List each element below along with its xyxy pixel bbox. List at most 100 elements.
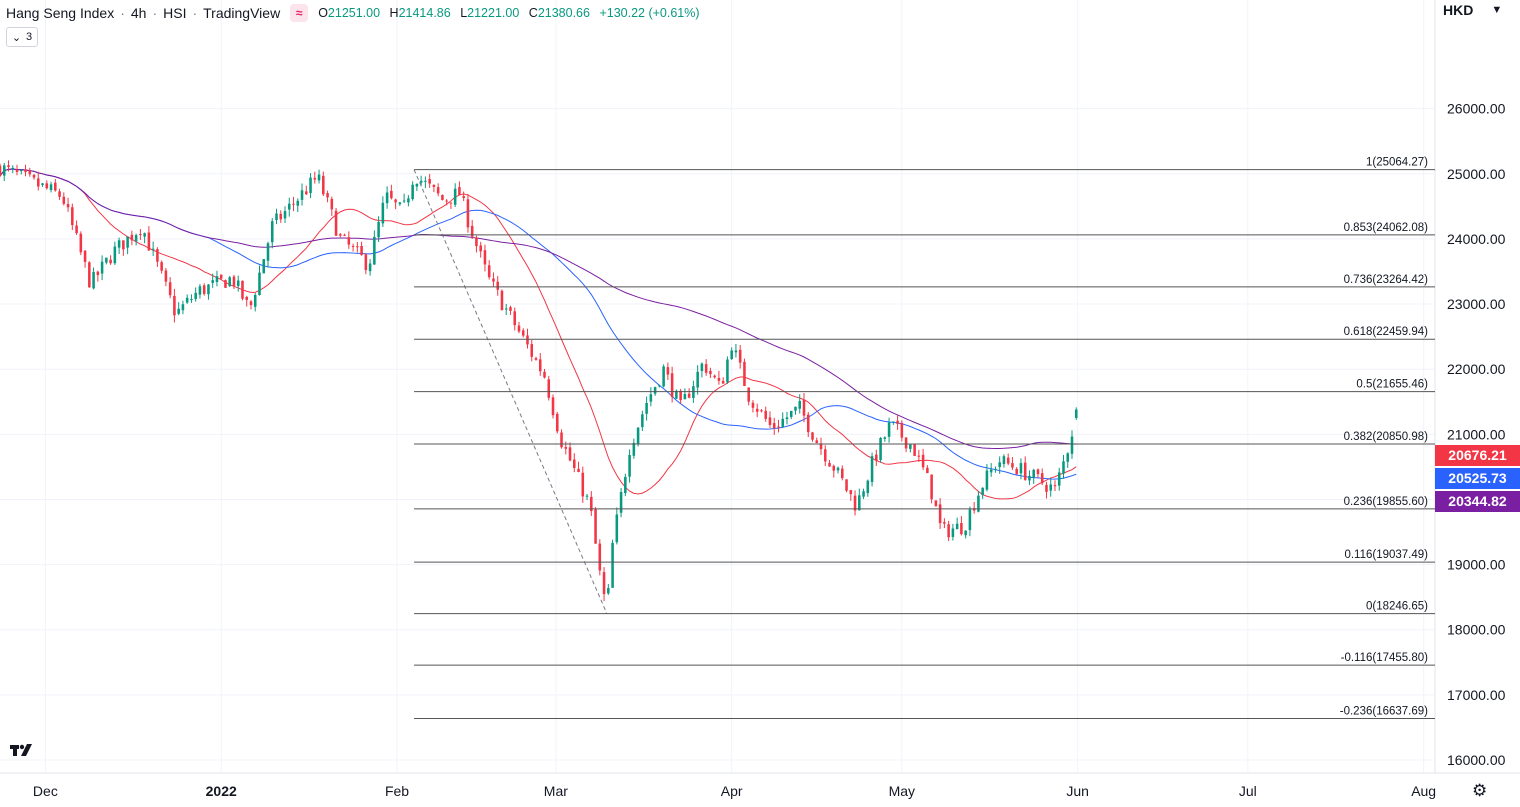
candle	[245, 295, 249, 307]
candle	[1070, 430, 1074, 459]
candle	[870, 452, 874, 487]
source-label: TradingView	[203, 5, 281, 21]
gear-icon[interactable]: ⚙	[1472, 781, 1488, 800]
candle-body	[207, 284, 210, 295]
candle-body	[160, 262, 163, 271]
candle	[32, 173, 36, 180]
candle	[1019, 458, 1023, 480]
candle	[66, 197, 70, 212]
candle	[436, 183, 440, 197]
candle	[913, 443, 916, 457]
fib-level-label: -0.236(16637.69)	[1340, 705, 1428, 717]
candle	[385, 186, 389, 209]
candle-body	[1053, 485, 1057, 487]
candle	[394, 198, 397, 210]
candle	[113, 241, 117, 265]
chevron-down-icon: ⌄	[11, 31, 22, 44]
candle-body	[2, 165, 6, 176]
candle-body	[66, 203, 70, 208]
tradingview-logo-icon[interactable]	[10, 743, 32, 760]
candle-body	[28, 170, 32, 175]
candle-body	[262, 259, 266, 274]
candle	[15, 164, 19, 176]
candle-body	[721, 380, 725, 384]
candle-body	[841, 468, 844, 479]
candle-body	[122, 240, 125, 250]
candle-body	[258, 272, 261, 296]
candle	[317, 169, 321, 184]
candle	[989, 463, 993, 477]
candle	[904, 437, 908, 453]
candle	[615, 507, 619, 545]
candle-body	[1028, 475, 1031, 481]
candle	[424, 176, 427, 189]
candle	[122, 240, 125, 256]
candle	[1028, 470, 1031, 486]
candle-body	[1045, 484, 1048, 492]
candle-body	[390, 190, 393, 199]
candle	[313, 171, 317, 184]
candle-body	[917, 455, 921, 457]
candle-body	[1049, 484, 1053, 491]
candle	[326, 190, 329, 203]
candle	[419, 175, 423, 187]
candle-body	[322, 175, 325, 195]
candle-body	[1032, 469, 1035, 478]
candle-body	[407, 198, 410, 203]
candle	[896, 415, 899, 430]
candle-body	[483, 250, 487, 265]
candle	[224, 279, 227, 288]
candle	[930, 474, 933, 504]
candle-body	[879, 438, 882, 460]
candle-body	[309, 177, 312, 194]
candle-body	[547, 379, 551, 398]
candle-body	[981, 487, 984, 496]
candle-body	[185, 297, 189, 303]
candle	[49, 181, 53, 193]
indicators-collapse-button[interactable]: ⌄ 3	[6, 27, 38, 47]
candle-body	[313, 177, 317, 180]
candle	[28, 167, 32, 177]
candle	[777, 419, 780, 433]
symbol-name[interactable]: Hang Seng Index	[6, 5, 115, 21]
candle-body	[49, 184, 53, 190]
candle	[458, 181, 461, 196]
candle-body	[334, 210, 338, 236]
interval-label[interactable]: 4h	[130, 5, 147, 21]
candle-body	[296, 200, 300, 206]
x-tick-label: Apr	[721, 783, 743, 799]
candle-body	[211, 280, 214, 283]
indicators-icon[interactable]: ≈	[290, 4, 309, 22]
candle	[981, 487, 984, 500]
candle	[794, 406, 797, 415]
candle	[628, 449, 631, 483]
candle-body	[1019, 463, 1023, 474]
candle	[687, 388, 691, 399]
candle	[806, 412, 810, 438]
candle	[139, 228, 142, 240]
candle-body	[624, 476, 627, 494]
candle	[75, 220, 78, 235]
x-tick-label: Mar	[544, 783, 568, 799]
currency-selector[interactable]: HKD ▼	[1443, 2, 1502, 18]
candle-body	[458, 187, 461, 195]
candle-body	[347, 237, 351, 245]
candle	[253, 293, 257, 312]
candle-body	[339, 234, 342, 236]
candle-body	[419, 180, 423, 183]
candle-body	[704, 364, 708, 373]
candle	[853, 490, 857, 516]
candle	[538, 353, 542, 376]
candle	[700, 362, 704, 378]
candle	[228, 275, 231, 288]
candle-body	[71, 207, 74, 226]
candle	[704, 359, 708, 376]
candle	[645, 396, 648, 421]
candle-body	[938, 504, 942, 524]
candle-body	[364, 254, 368, 271]
candle	[832, 464, 836, 478]
candle	[526, 328, 529, 349]
candle-body	[649, 394, 653, 402]
candle-body	[594, 509, 597, 544]
